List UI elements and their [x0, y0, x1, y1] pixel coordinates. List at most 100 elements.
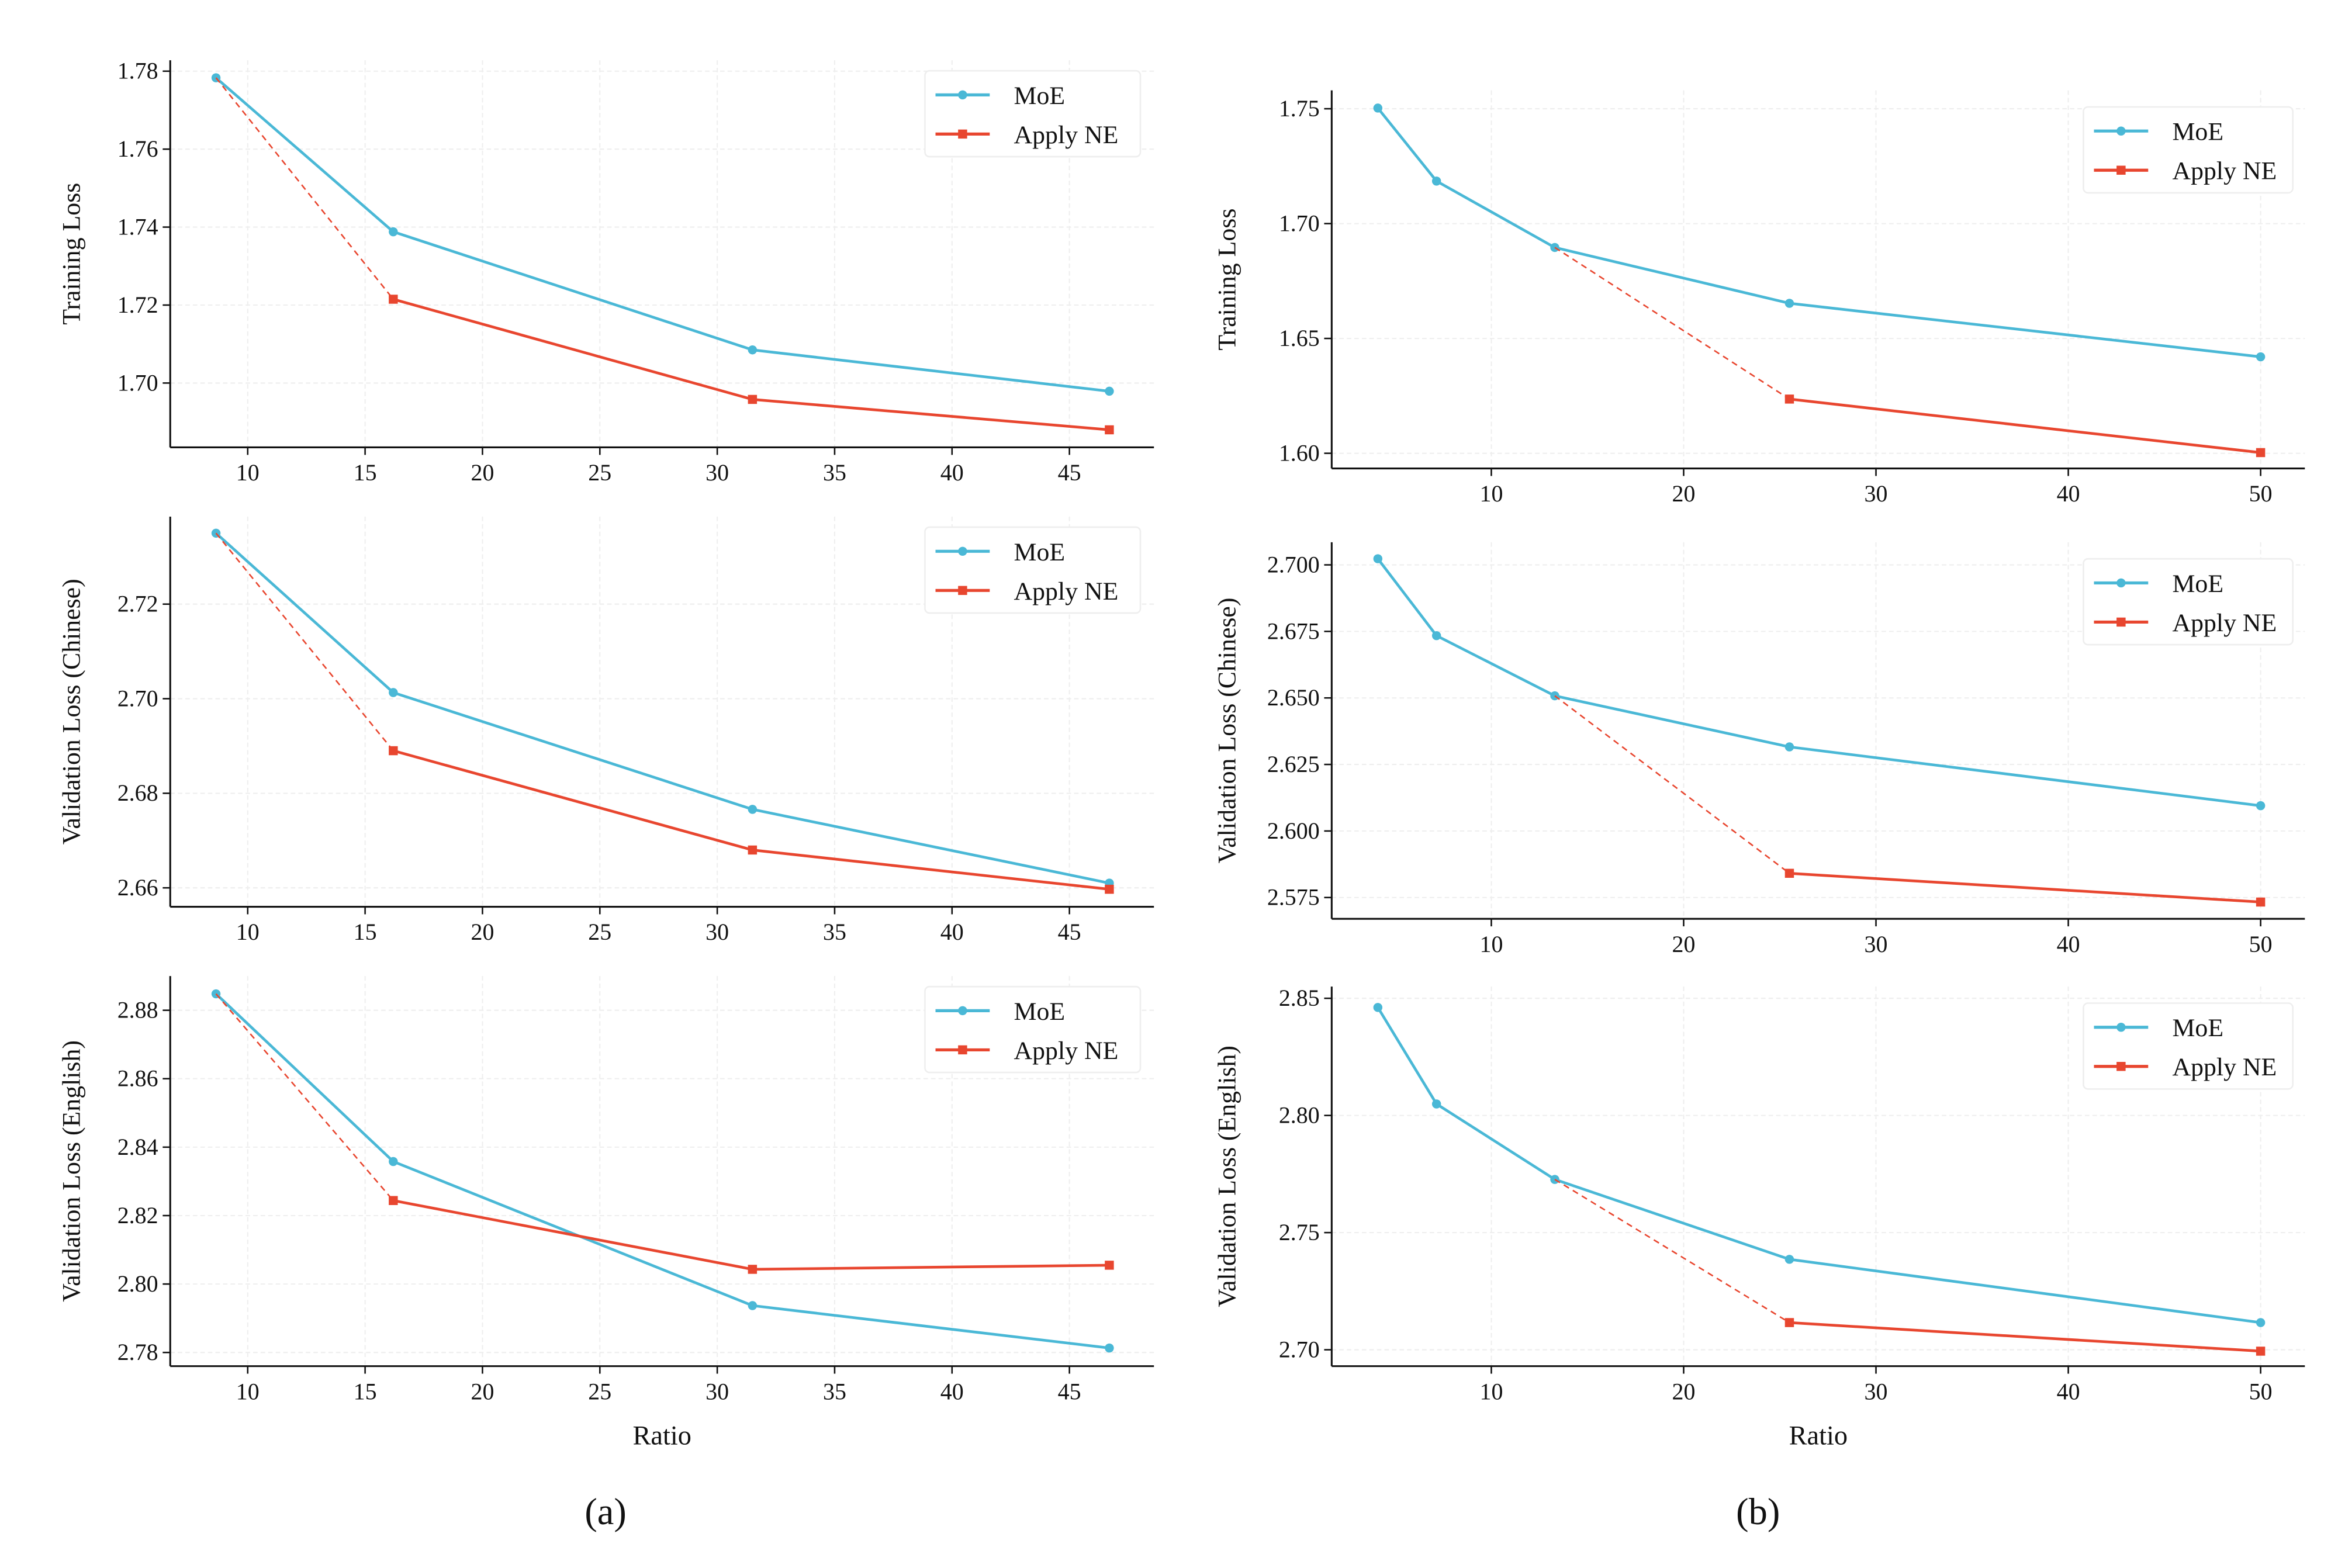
apply-ne-data-point — [2256, 897, 2266, 907]
legend-square-marker-icon — [2116, 617, 2126, 627]
series-moe-segment — [1554, 694, 1790, 749]
x-tick-label: 50 — [2249, 480, 2273, 507]
apply-ne-data-point — [748, 1265, 758, 1274]
y-tick-label: 1.76 — [117, 136, 158, 162]
apply-ne-data-point — [1784, 394, 1794, 404]
x-tick-label: 25 — [588, 919, 611, 945]
x-tick-label: 30 — [705, 1378, 729, 1404]
legend-label: Apply NE — [2172, 609, 2277, 637]
legend-label: Apply NE — [2172, 1053, 2277, 1081]
y-tick-label: 2.85 — [1279, 985, 1320, 1011]
y-tick-label: 1.70 — [117, 369, 158, 396]
x-tick-label: 20 — [471, 919, 494, 945]
legend-circle-marker-icon — [2116, 1023, 2126, 1032]
legend-label: Apply NE — [2172, 157, 2277, 185]
legend: MoE Apply NE — [2083, 558, 2294, 646]
series-moe-segment — [1376, 558, 1438, 637]
legend: MoE Apply NE — [924, 70, 1142, 158]
series-apply-ne-segment — [1554, 247, 1790, 400]
x-tick-label: 50 — [2249, 931, 2273, 957]
series-apply-ne-segment — [393, 297, 753, 401]
series-apply-ne-segment — [1554, 695, 1790, 874]
legend-square-marker-icon — [958, 129, 967, 139]
moe-data-point — [389, 227, 398, 237]
series-moe-segment — [1436, 179, 1556, 249]
moe-data-point — [1105, 1343, 1114, 1353]
moe-data-point — [389, 1157, 398, 1167]
legend: MoE Apply NE — [2083, 1002, 2294, 1090]
series-moe-segment — [752, 1304, 1110, 1349]
x-axis-label: Ratio — [632, 1421, 691, 1451]
legend-label: MoE — [2172, 570, 2223, 598]
y-tick-label: 2.66 — [117, 874, 158, 901]
x-tick-label: 30 — [705, 459, 729, 486]
apply-ne-data-point — [748, 845, 758, 855]
series-moe-segment — [1376, 1006, 1438, 1105]
legend-circle-marker-icon — [958, 546, 967, 556]
x-tick-label: 20 — [1672, 1378, 1696, 1404]
moe-data-point — [1784, 742, 1794, 752]
x-tick-label: 35 — [823, 1378, 846, 1404]
legend: MoE Apply NE — [924, 526, 1142, 614]
apply-ne-data-point — [1105, 884, 1114, 894]
series-moe-segment — [1436, 634, 1556, 697]
chart-panel-2: 10 15 20 25 30 35 40 45 2.66 2.68 2.70 2.72 Validati… — [58, 517, 1154, 945]
y-tick-label: 2.78 — [117, 1339, 158, 1365]
moe-data-point — [1784, 1255, 1794, 1264]
apply-ne-data-point — [389, 295, 398, 304]
chart-panel-6: 10 20 30 40 50 2.70 2.75 2.80 2.85 Validation Los… — [1213, 985, 2305, 1451]
legend-square-marker-icon — [958, 1045, 967, 1055]
x-tick-label: 10 — [236, 1378, 260, 1404]
series-moe-segment — [393, 230, 753, 351]
y-tick-label: 1.70 — [1279, 210, 1320, 236]
series-moe-segment — [215, 992, 395, 1163]
apply-ne-data-point — [2256, 1347, 2266, 1356]
series-apply-ne-segment — [215, 77, 394, 300]
y-axis-label: Validation Loss (Chinese) — [1213, 598, 1241, 864]
x-tick-label: 40 — [940, 459, 964, 486]
x-tick-label: 25 — [588, 459, 611, 486]
moe-data-point — [1431, 1099, 1441, 1109]
caption-a: (a) — [584, 1491, 627, 1532]
moe-data-point — [1431, 176, 1441, 186]
y-tick-label: 2.86 — [117, 1065, 158, 1092]
y-tick-label: 1.72 — [117, 292, 158, 318]
chart-panel-5: 10 20 30 40 50 2.575 2.600 2.625 2.650 2.675 2.700… — [1213, 542, 2305, 957]
series-apply-ne-segment — [1554, 1179, 1790, 1324]
legend-label: Apply NE — [1014, 1037, 1119, 1065]
legend-square-marker-icon — [2116, 1062, 2126, 1071]
legend-label: MoE — [2172, 118, 2223, 146]
y-tick-label: 2.70 — [1279, 1336, 1320, 1362]
legend: MoE Apply NE — [2083, 106, 2294, 194]
legend-label: MoE — [2172, 1014, 2223, 1042]
series-moe-segment — [752, 348, 1110, 393]
series-moe-segment — [1789, 1258, 2261, 1324]
x-axis-label: Ratio — [1789, 1421, 1848, 1451]
legend-square-marker-icon — [958, 586, 967, 596]
x-tick-label: 30 — [1865, 1378, 1888, 1404]
series-apply-ne-segment — [752, 398, 1110, 431]
apply-ne-data-point — [2256, 448, 2266, 458]
y-tick-label: 1.65 — [1279, 325, 1320, 351]
y-axis-label: Validation Loss (English) — [1213, 1046, 1241, 1307]
moe-data-point — [389, 688, 398, 697]
x-tick-label: 35 — [823, 459, 846, 486]
y-tick-label: 2.650 — [1267, 684, 1320, 711]
legend-label: Apply NE — [1014, 577, 1119, 605]
x-tick-label: 45 — [1058, 459, 1081, 486]
legend-label: MoE — [1014, 82, 1066, 110]
x-tick-label: 30 — [1865, 480, 1888, 507]
moe-data-point — [2256, 801, 2266, 811]
x-tick-label: 10 — [1479, 480, 1503, 507]
y-tick-label: 2.575 — [1267, 884, 1320, 911]
series-apply-ne-segment — [1789, 871, 2261, 904]
x-tick-label: 25 — [588, 1378, 611, 1404]
x-tick-label: 10 — [236, 919, 260, 945]
x-tick-label: 20 — [1672, 480, 1696, 507]
legend-label: Apply NE — [1014, 121, 1119, 149]
moe-data-point — [748, 805, 758, 814]
series-moe-segment — [1554, 246, 1790, 305]
x-tick-label: 50 — [2249, 1378, 2273, 1404]
series-moe-segment — [1789, 302, 2261, 358]
